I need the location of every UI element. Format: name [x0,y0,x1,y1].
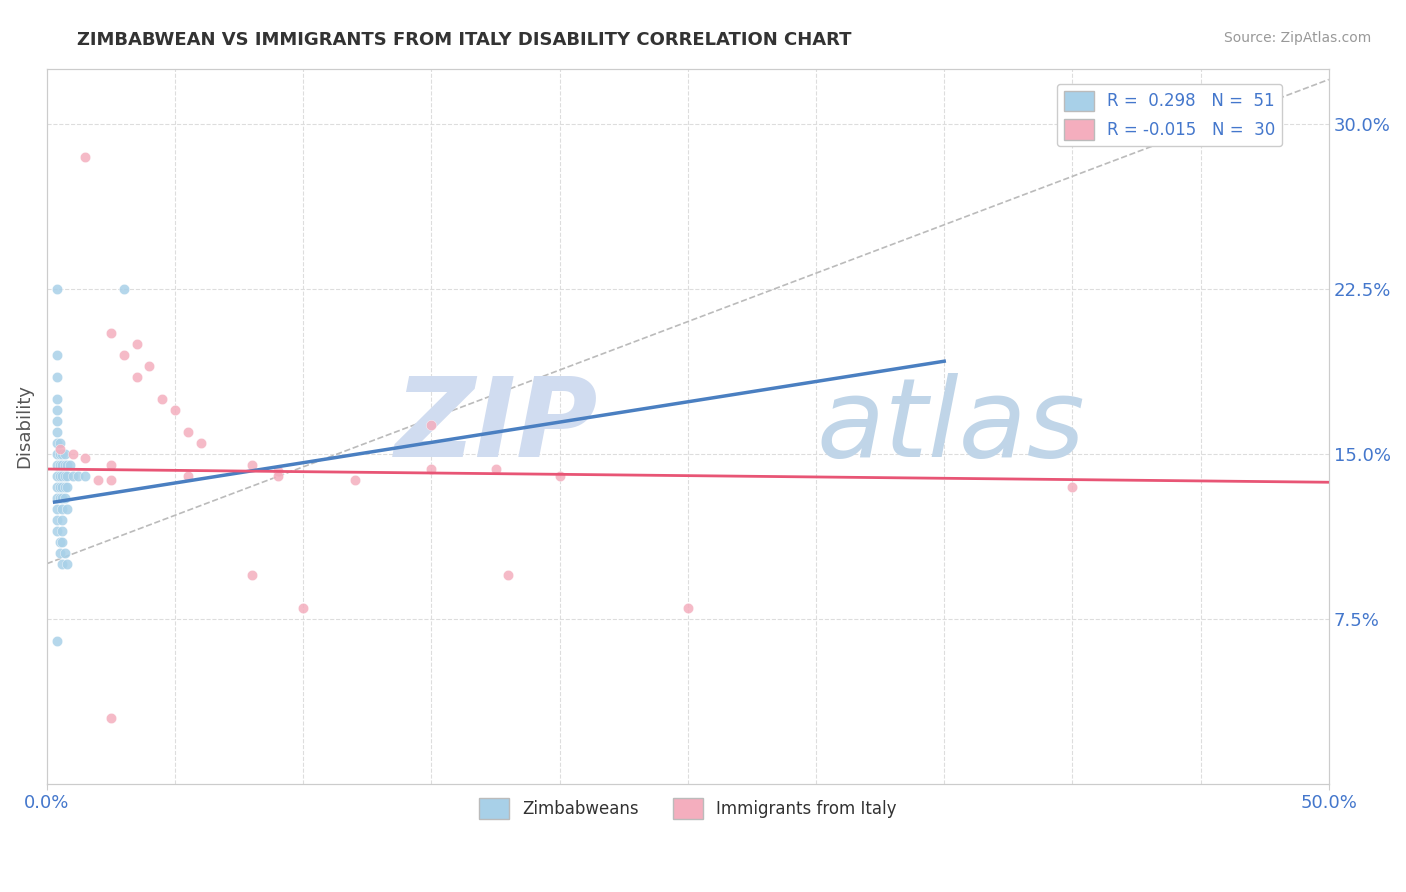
Point [177,468,200,483]
Point [46,633,69,648]
Point [51,557,73,571]
Point [420,462,443,476]
Point [46,524,69,538]
Point [548,468,571,483]
Point [51,524,73,538]
Point [100,711,122,725]
Text: atlas: atlas [815,373,1084,480]
Point [75,468,97,483]
Point [51,458,73,472]
Y-axis label: Disability: Disability [15,384,32,468]
Point [46,282,69,296]
Point [51,491,73,505]
Point [48,534,70,549]
Point [46,447,69,461]
Point [62,468,84,483]
Point [48,491,70,505]
Point [112,348,135,362]
Point [100,326,122,340]
Point [498,567,520,582]
Point [46,402,69,417]
Point [292,600,315,615]
Point [46,513,69,527]
Point [46,491,69,505]
Point [100,458,122,472]
Point [53,468,76,483]
Point [1062,480,1084,494]
Point [87,473,110,487]
Point [51,513,73,527]
Point [240,567,263,582]
Point [51,447,73,461]
Point [75,450,97,465]
Point [53,480,76,494]
Point [46,501,69,516]
Point [48,468,70,483]
Point [51,534,73,549]
Point [100,473,122,487]
Point [51,468,73,483]
Point [53,491,76,505]
Point [150,392,173,406]
Point [190,435,212,450]
Text: ZIMBABWEAN VS IMMIGRANTS FROM ITALY DISABILITY CORRELATION CHART: ZIMBABWEAN VS IMMIGRANTS FROM ITALY DISA… [77,31,852,49]
Point [420,417,443,432]
Point [56,501,79,516]
Text: Source: ZipAtlas.com: Source: ZipAtlas.com [1223,31,1371,45]
Point [266,468,288,483]
Point [56,468,79,483]
Point [46,458,69,472]
Point [56,480,79,494]
Point [48,442,70,457]
Point [66,468,89,483]
Point [484,462,506,476]
Point [343,473,366,487]
Text: ZIP: ZIP [395,373,598,480]
Point [46,425,69,439]
Point [676,600,699,615]
Point [53,546,76,560]
Point [46,348,69,362]
Point [48,447,70,461]
Point [46,468,69,483]
Point [56,557,79,571]
Point [112,282,135,296]
Point [48,480,70,494]
Point [266,464,288,478]
Point [56,458,79,472]
Point [53,447,76,461]
Point [165,402,187,417]
Point [48,435,70,450]
Legend: Zimbabweans, Immigrants from Italy: Zimbabweans, Immigrants from Italy [472,792,903,825]
Point [51,501,73,516]
Point [240,458,263,472]
Point [51,480,73,494]
Point [59,458,82,472]
Point [46,480,69,494]
Point [48,546,70,560]
Point [75,150,97,164]
Point [46,435,69,450]
Point [53,458,76,472]
Point [125,369,148,384]
Point [177,425,200,439]
Point [138,359,160,373]
Point [125,336,148,351]
Point [48,458,70,472]
Point [46,369,69,384]
Point [62,447,84,461]
Point [46,392,69,406]
Point [46,414,69,428]
